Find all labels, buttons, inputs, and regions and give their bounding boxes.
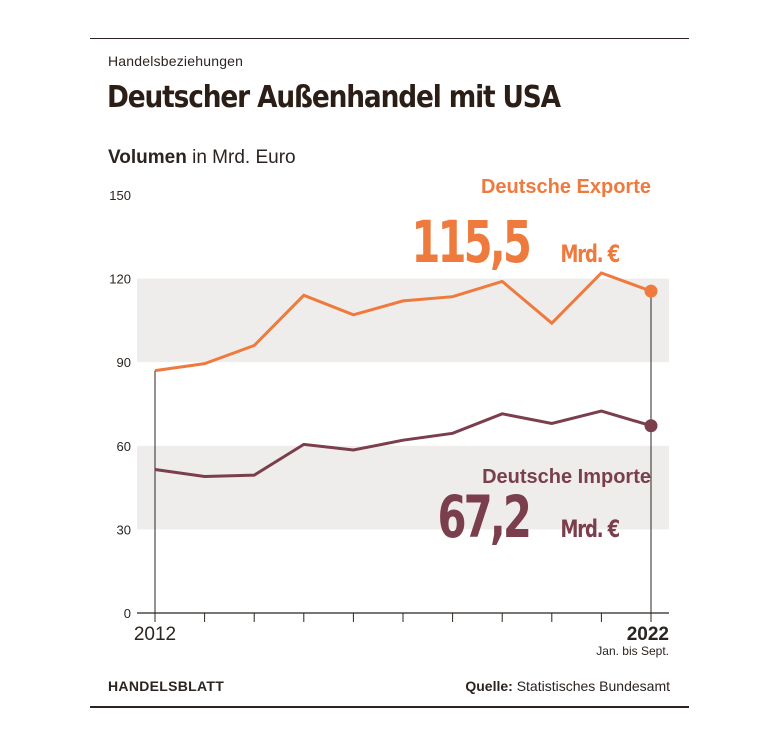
source-label: Quelle: xyxy=(465,678,513,694)
brand-label: HANDELSBLATT xyxy=(108,678,225,694)
top-rule xyxy=(90,38,689,39)
unit-line: Volumen in Mrd. Euro xyxy=(108,147,296,169)
series-end-unit: Mrd. € xyxy=(560,516,619,544)
series-end-marker xyxy=(644,284,658,298)
series-name-label: Deutsche Importe xyxy=(482,466,651,488)
source-note: Quelle: Statistisches Bundesamt xyxy=(465,678,670,694)
series-line-imports xyxy=(154,409,652,479)
x-tick-label: 2012 xyxy=(134,624,176,645)
y-tick-label: 60 xyxy=(117,439,131,454)
chart-kicker: Handelsbeziehungen xyxy=(108,53,244,69)
y-tick-label: 30 xyxy=(117,522,131,537)
bottom-rule xyxy=(90,706,689,708)
unit-rest: in Mrd. Euro xyxy=(192,147,296,168)
series-end-unit: Mrd. € xyxy=(560,241,619,269)
series-end-marker xyxy=(644,419,658,433)
grid-band xyxy=(137,278,669,363)
series-end-value: 67,2 xyxy=(438,483,529,551)
x-tick-sublabel: Jan. bis Sept. xyxy=(596,644,669,658)
y-tick-label: 150 xyxy=(109,188,131,203)
y-tick-label: 90 xyxy=(117,355,131,370)
source-text: Statistisches Bundesamt xyxy=(516,678,670,694)
grid-band xyxy=(137,445,669,530)
series-line-exports xyxy=(154,271,652,373)
series-end-value: 115,5 xyxy=(411,208,529,276)
y-tick-label: 120 xyxy=(109,272,131,287)
series-name-label: Deutsche Exporte xyxy=(481,176,651,198)
y-tick-label: 0 xyxy=(124,606,131,621)
x-tick-label: 2022 xyxy=(627,624,669,645)
chart-title: Deutscher Außenhandel mit USA xyxy=(107,80,561,115)
unit-bold: Volumen xyxy=(108,147,187,168)
